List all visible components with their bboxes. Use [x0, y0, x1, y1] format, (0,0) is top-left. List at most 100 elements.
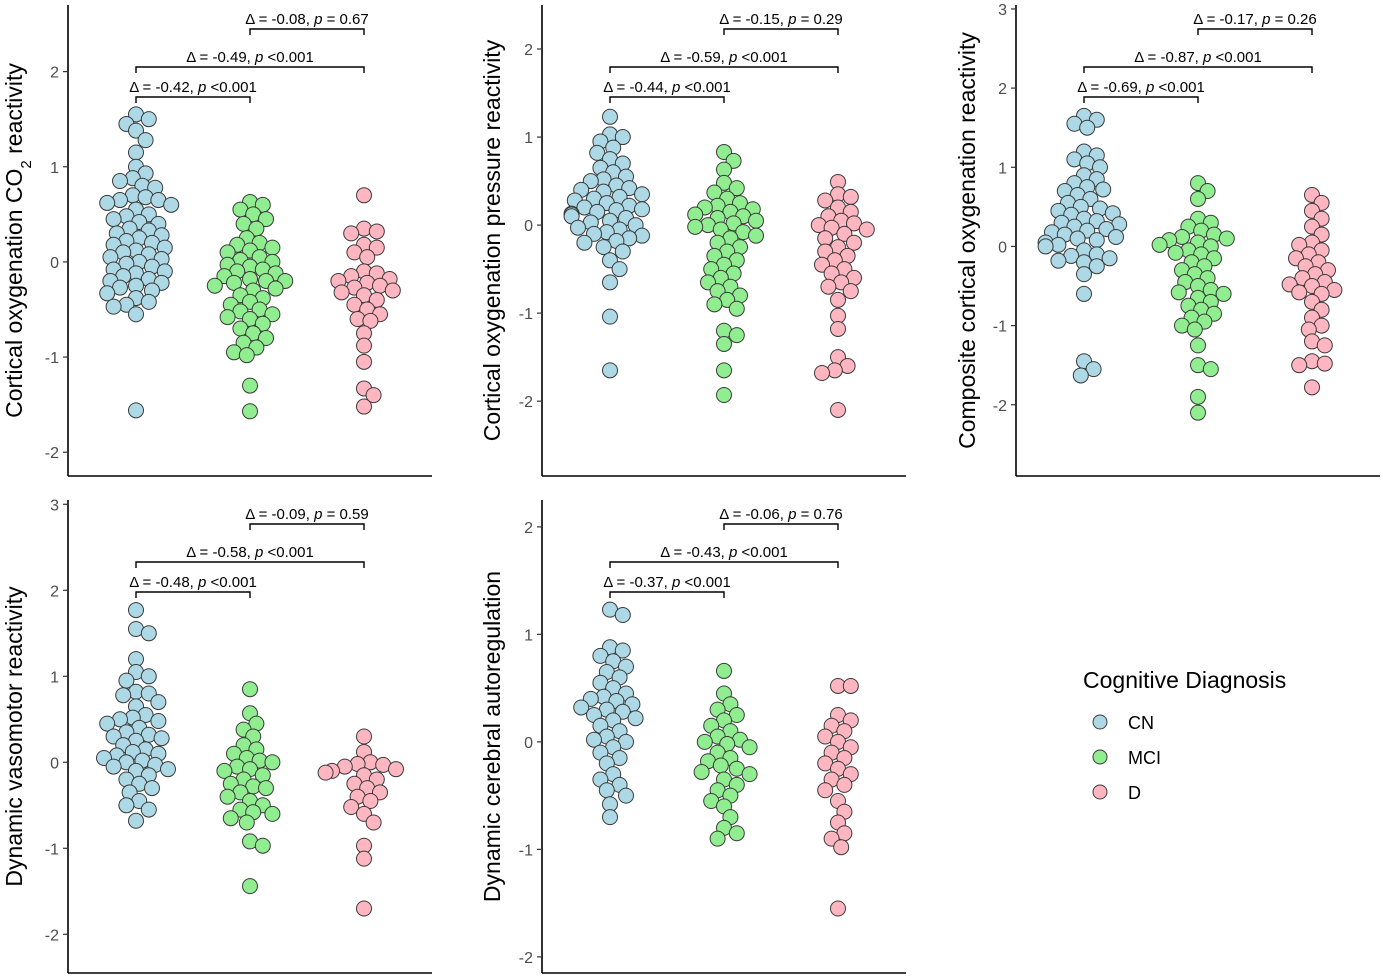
data-point-cn — [128, 144, 144, 161]
data-point-cn — [614, 607, 631, 624]
comparison-bracket — [723, 523, 839, 530]
data-point-mci — [1190, 388, 1206, 405]
comparison-label: Δ = -0.06, p = 0.76 — [719, 506, 842, 523]
y-tick-label: -2 — [45, 927, 59, 944]
series-d — [330, 187, 401, 415]
data-point-cn — [99, 715, 116, 732]
y-tick-label: 0 — [50, 255, 59, 272]
data-point-d — [817, 192, 834, 209]
y-tick-label: -1 — [45, 841, 59, 858]
data-point-mci — [238, 347, 255, 364]
comparison-label: Δ = -0.15, p = 0.29 — [719, 11, 842, 28]
y-tick-label: -2 — [519, 394, 533, 411]
data-point-cn — [160, 761, 176, 778]
data-point-mci — [709, 830, 726, 847]
data-point-d — [365, 814, 382, 831]
series-mci — [1151, 175, 1235, 421]
data-point-mci — [712, 757, 729, 774]
panel-3: -2 -1 0 1 2 3 Composite cortical oxygenation r… — [954, 2, 1380, 477]
series-d — [817, 677, 859, 917]
comparison-label: Δ = -0.09, p = 0.59 — [245, 506, 368, 523]
comparison-bracket — [723, 28, 839, 35]
data-point-mci — [693, 763, 710, 780]
y-tick-label: 3 — [50, 497, 59, 514]
series-mci — [216, 681, 281, 895]
data-point-cn — [602, 108, 618, 125]
data-point-cn — [144, 780, 160, 797]
panel-1: -2 -1 0 1 2 Cortical oxygenation CO2 reactivi… — [1, 5, 432, 477]
data-point-cn — [1076, 266, 1092, 283]
data-point-d — [356, 353, 372, 370]
comparison-bracket — [249, 523, 365, 530]
series-cn — [99, 106, 180, 419]
data-point-cn — [611, 261, 628, 278]
data-point-cn — [153, 730, 170, 747]
data-point-d — [846, 234, 862, 251]
data-point-d — [317, 764, 334, 781]
data-point-d — [1291, 357, 1308, 374]
data-point-d — [343, 225, 360, 242]
y-tick-label: -1 — [45, 350, 59, 367]
data-point-d — [356, 337, 372, 354]
data-point-d — [365, 387, 382, 404]
y-tick-label: 0 — [524, 218, 533, 235]
y-tick-label: 3 — [998, 2, 1007, 19]
data-point-cn — [627, 710, 644, 727]
data-point-cn — [614, 129, 631, 146]
comparison-label: Δ = -0.87, p <0.001 — [1134, 49, 1262, 66]
data-point-d — [1304, 379, 1320, 396]
comparison-label: Δ = -0.42, p <0.001 — [129, 79, 257, 96]
comparison-bracket — [609, 66, 839, 73]
data-point-mci — [748, 212, 764, 229]
data-point-mci — [696, 733, 713, 750]
legend-label-d: D — [1128, 783, 1141, 803]
data-point-cn — [140, 625, 157, 642]
data-point-mci — [1190, 337, 1206, 354]
data-point-mci — [1167, 244, 1184, 261]
data-point-cn — [573, 699, 590, 716]
data-point-mci — [264, 805, 281, 822]
data-point-cn — [570, 219, 586, 236]
comparison-label: Δ = -0.08, p = 0.67 — [245, 11, 368, 28]
y-tick-label: 0 — [50, 755, 59, 772]
data-point-cn — [602, 362, 618, 379]
comparison-label: Δ = -0.37, p <0.001 — [603, 574, 731, 591]
data-point-d — [842, 677, 859, 694]
data-point-cn — [1050, 252, 1067, 269]
data-point-cn — [602, 274, 618, 291]
data-point-cn — [105, 298, 122, 315]
legend: Cognitive Diagnosis CN MCI D — [1083, 667, 1286, 803]
data-point-cn — [140, 668, 157, 685]
comparison-label: Δ = -0.49, p <0.001 — [186, 49, 314, 66]
comparison-label: Δ = -0.17, p = 0.26 — [1193, 11, 1316, 28]
data-point-mci — [264, 239, 281, 256]
data-point-d — [356, 398, 372, 415]
data-point-mci — [706, 296, 723, 313]
data-point-cn — [1037, 238, 1054, 255]
data-point-d — [362, 793, 379, 809]
data-point-d — [830, 320, 846, 337]
data-point-d — [830, 900, 846, 917]
y-axis-label: Dynamic vasomotor reactivity — [1, 586, 27, 887]
data-point-d — [858, 221, 875, 238]
comparison-bracket — [135, 96, 251, 103]
data-point-cn — [128, 812, 144, 829]
data-point-cn — [150, 694, 167, 711]
data-point-cn — [634, 186, 650, 203]
data-point-mci — [226, 274, 242, 291]
data-point-cn — [614, 243, 631, 260]
comparison-bracket — [135, 561, 365, 568]
y-tick-label: 0 — [998, 239, 1007, 256]
legend-title: Cognitive Diagnosis — [1083, 667, 1286, 693]
data-point-mci — [222, 810, 239, 827]
data-point-cn — [163, 196, 180, 213]
data-point-cn — [602, 809, 618, 826]
data-point-mci — [728, 180, 745, 197]
data-point-cn — [1085, 361, 1102, 378]
y-tick-label: -2 — [993, 398, 1007, 415]
data-point-cn — [140, 801, 157, 818]
data-point-cn — [99, 194, 116, 211]
comparison-bracket — [135, 66, 365, 73]
data-point-cn — [128, 402, 144, 419]
